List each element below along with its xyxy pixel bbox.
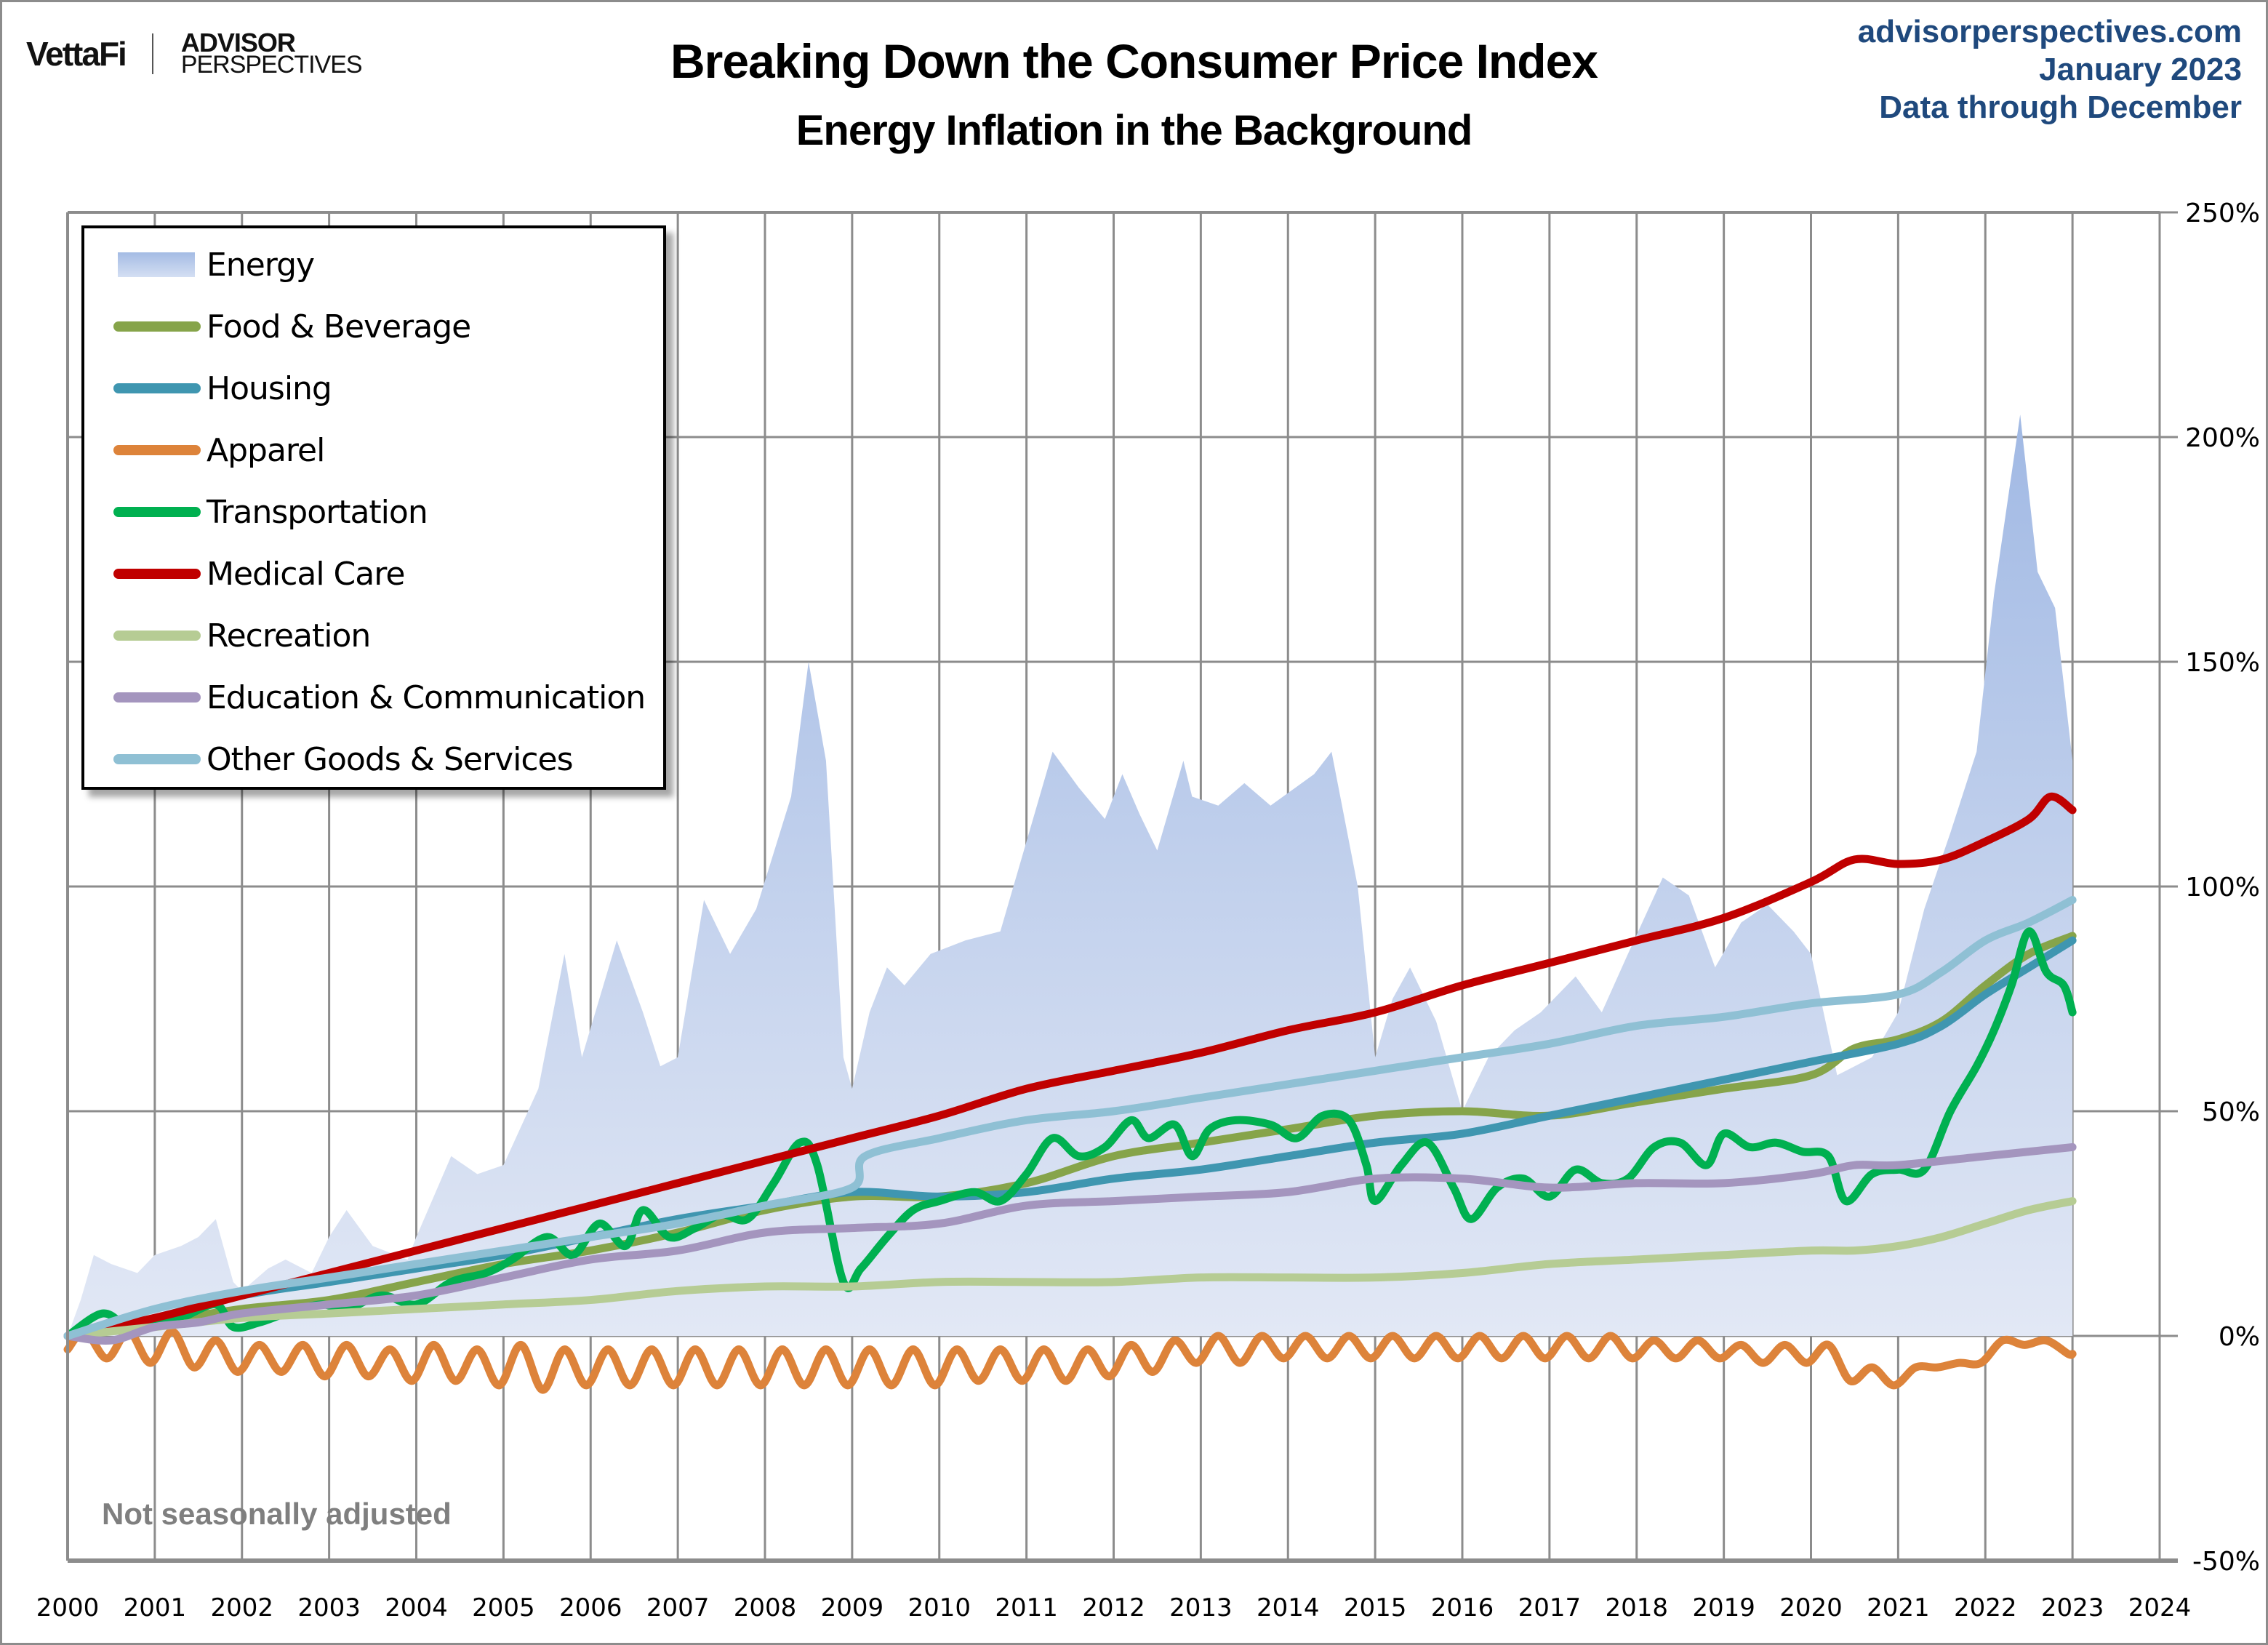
x-tick-label: 2005 (472, 1593, 535, 1622)
x-tick-label: 2004 (385, 1593, 448, 1622)
logo: VettaFi ADVISOR PERSPECTIVES (26, 28, 363, 79)
series-line-transportation (63, 927, 2077, 1340)
x-tick-label: 2017 (1518, 1593, 1582, 1622)
x-tick-label: 2024 (2128, 1593, 2192, 1622)
y-tick-label: 50% (2202, 1097, 2260, 1127)
x-tick-label: 2000 (36, 1593, 100, 1622)
legend: Energy Food & Beverage Housing Apparel T… (81, 225, 666, 790)
x-tick-label: 2006 (559, 1593, 622, 1622)
series-line-education-communication (63, 1142, 2077, 1345)
y-tick-label: 150% (2185, 648, 2260, 678)
legend-item-food-beverage: Food & Beverage (113, 305, 471, 348)
x-tick-label: 2009 (821, 1593, 884, 1622)
x-tick-label: 2015 (1344, 1593, 1407, 1622)
x-tick-label: 2003 (297, 1593, 361, 1622)
legend-swatch-food-beverage (113, 321, 201, 332)
seasonal-adjustment-note: Not seasonally adjusted (102, 1497, 452, 1531)
x-tick-label: 2021 (1867, 1593, 1930, 1622)
legend-swatch-transportation (113, 507, 201, 517)
legend-swatch-education-communication (113, 692, 201, 703)
legend-label: Education & Communication (207, 679, 646, 716)
legend-item-transportation: Transportation (113, 490, 428, 534)
energy-area-layer (68, 415, 2073, 1336)
legend-label: Energy (207, 246, 315, 284)
x-tick-label: 2023 (2041, 1593, 2104, 1622)
chart-subtitle: Energy Inflation in the Background (796, 107, 1473, 154)
x-tick-label: 2014 (1257, 1593, 1320, 1622)
source-website: advisorperspectives.com (1857, 14, 2242, 49)
x-tick-label: 2016 (1431, 1593, 1494, 1622)
series-line-recreation (63, 1197, 2077, 1340)
series-lines (63, 792, 2077, 1394)
y-tick-label: 200% (2185, 423, 2260, 453)
axes (66, 211, 2178, 1563)
x-tick-label: 2012 (1082, 1593, 1145, 1622)
legend-item-energy: Energy (113, 243, 315, 287)
legend-swatch-apparel (113, 445, 201, 455)
x-tick-label: 2018 (1605, 1593, 1668, 1622)
legend-item-apparel: Apparel (113, 428, 325, 472)
x-tick-label: 2007 (646, 1593, 710, 1622)
legend-label: Food & Beverage (207, 308, 471, 345)
series-line-apparel (63, 1327, 2077, 1394)
series-line-medical-care (63, 792, 2077, 1340)
legend-item-medical-care: Medical Care (113, 552, 405, 596)
x-tick-label: 2002 (210, 1593, 273, 1622)
legend-label: Recreation (207, 617, 371, 655)
legend-swatch-other-goods-services (113, 754, 201, 764)
legend-swatch-energy (118, 252, 195, 277)
legend-swatch-recreation (113, 631, 201, 641)
legend-swatch-housing (113, 383, 201, 393)
y-tick-label: -50% (2192, 1547, 2260, 1577)
chart-title: Breaking Down the Consumer Price Index (670, 34, 1598, 88)
legend-label: Housing (207, 369, 332, 407)
x-tick-label: 2022 (1954, 1593, 2017, 1622)
logo-line1: ADVISOR (180, 28, 296, 57)
series-line-other-goods-services (63, 896, 2077, 1340)
x-tick-label: 2008 (734, 1593, 797, 1622)
legend-item-education-communication: Education & Communication (113, 676, 646, 719)
y-tick-label: 0% (2219, 1322, 2260, 1352)
y-tick-label: 250% (2185, 199, 2260, 228)
source-date: January 2023 (2039, 52, 2242, 87)
x-tick-label: 2019 (1692, 1593, 1755, 1622)
x-tick-label: 2010 (907, 1593, 971, 1622)
legend-item-housing: Housing (113, 367, 332, 410)
legend-label: Transportation (207, 493, 428, 531)
legend-swatch-medical-care (113, 569, 201, 579)
x-tick-label: 2001 (124, 1593, 187, 1622)
series-line-housing (63, 936, 2077, 1340)
legend-item-other-goods-services: Other Goods & Services (113, 737, 574, 781)
x-tick-label: 2011 (995, 1593, 1058, 1622)
logo-line2: PERSPECTIVES (180, 51, 363, 79)
x-axis-ticks: 2000 2001 2002 2003 2004 2005 2006 2007 2008 2009… (36, 1593, 2192, 1622)
legend-label: Other Goods & Services (207, 740, 574, 778)
x-tick-label: 2020 (1779, 1593, 1843, 1622)
series-area-energy (68, 415, 2073, 1336)
vettafi-logo: VettaFi (26, 35, 127, 73)
advisor-perspectives-logo: ADVISOR PERSPECTIVES (180, 28, 363, 79)
legend-label: Medical Care (207, 555, 405, 593)
logo-divider (151, 33, 153, 74)
x-tick-label: 2013 (1169, 1593, 1233, 1622)
y-axis-ticks: 250% 200% 150% 100% 50% 0% -50% (2185, 199, 2260, 1577)
source-data-through: Data through December (1879, 89, 2242, 125)
legend-label: Apparel (207, 431, 325, 469)
source-block: advisorperspectives.com January 2023 Dat… (1858, 13, 2242, 127)
y-tick-label: 100% (2185, 873, 2260, 902)
legend-item-recreation: Recreation (113, 614, 371, 657)
